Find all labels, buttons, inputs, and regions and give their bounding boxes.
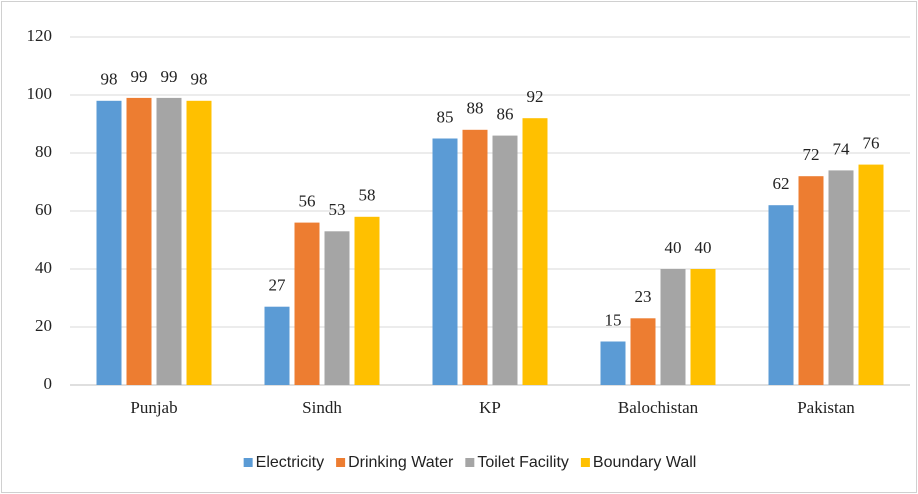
legend-label: Electricity (256, 454, 324, 471)
bar (600, 341, 626, 385)
x-tick-label: Balochistan (618, 398, 699, 417)
bar (630, 318, 656, 385)
data-label: 74 (833, 139, 851, 158)
bar (462, 129, 488, 385)
y-tick-label: 120 (27, 26, 53, 45)
legend-swatch (336, 458, 346, 467)
data-label: 98 (191, 70, 208, 89)
bar (660, 269, 686, 385)
data-label: 53 (329, 200, 346, 219)
data-label: 72 (803, 145, 820, 164)
x-tick-label: Punjab (130, 398, 177, 417)
data-label: 40 (665, 238, 682, 257)
data-label: 62 (773, 174, 790, 193)
bar (354, 216, 380, 385)
y-tick-label: 80 (35, 142, 52, 161)
bar (126, 97, 152, 386)
y-tick-label: 40 (35, 258, 52, 277)
data-label: 92 (527, 87, 544, 106)
data-label: 98 (101, 70, 118, 89)
y-tick-label: 100 (27, 84, 53, 103)
legend-label: Drinking Water (348, 454, 454, 471)
bar (156, 97, 182, 386)
bar (492, 135, 518, 385)
data-label: 56 (299, 192, 316, 211)
data-label: 15 (605, 310, 622, 329)
legend-label: Toilet Facility (477, 454, 569, 471)
data-label: 85 (437, 107, 454, 126)
data-label: 23 (635, 287, 652, 306)
bar (96, 100, 122, 386)
bar (768, 205, 794, 385)
y-tick-label: 0 (44, 374, 53, 393)
data-label: 58 (359, 186, 376, 205)
y-tick-label: 20 (35, 316, 52, 335)
bar (186, 100, 212, 386)
data-label: 86 (497, 105, 514, 124)
bar (432, 138, 458, 385)
data-label: 88 (467, 99, 484, 118)
bar (828, 170, 854, 385)
y-tick-label: 60 (35, 200, 52, 219)
bar (858, 164, 884, 385)
data-label: 40 (695, 238, 712, 257)
legend-label: Boundary Wall (593, 454, 696, 471)
x-tick-label: Pakistan (797, 398, 855, 417)
data-label: 27 (269, 276, 287, 295)
bar (264, 306, 290, 385)
bar (294, 222, 320, 385)
bar (522, 118, 548, 385)
x-tick-label: Sindh (302, 398, 342, 417)
bar (798, 176, 824, 385)
legend-swatch (465, 458, 475, 467)
bar (690, 269, 716, 385)
data-label: 99 (131, 67, 148, 86)
bar (324, 231, 350, 385)
legend-swatch (580, 458, 590, 467)
data-label: 76 (863, 134, 880, 153)
legend-swatch (243, 458, 253, 467)
data-label: 99 (161, 67, 178, 86)
x-tick-label: KP (479, 398, 501, 417)
